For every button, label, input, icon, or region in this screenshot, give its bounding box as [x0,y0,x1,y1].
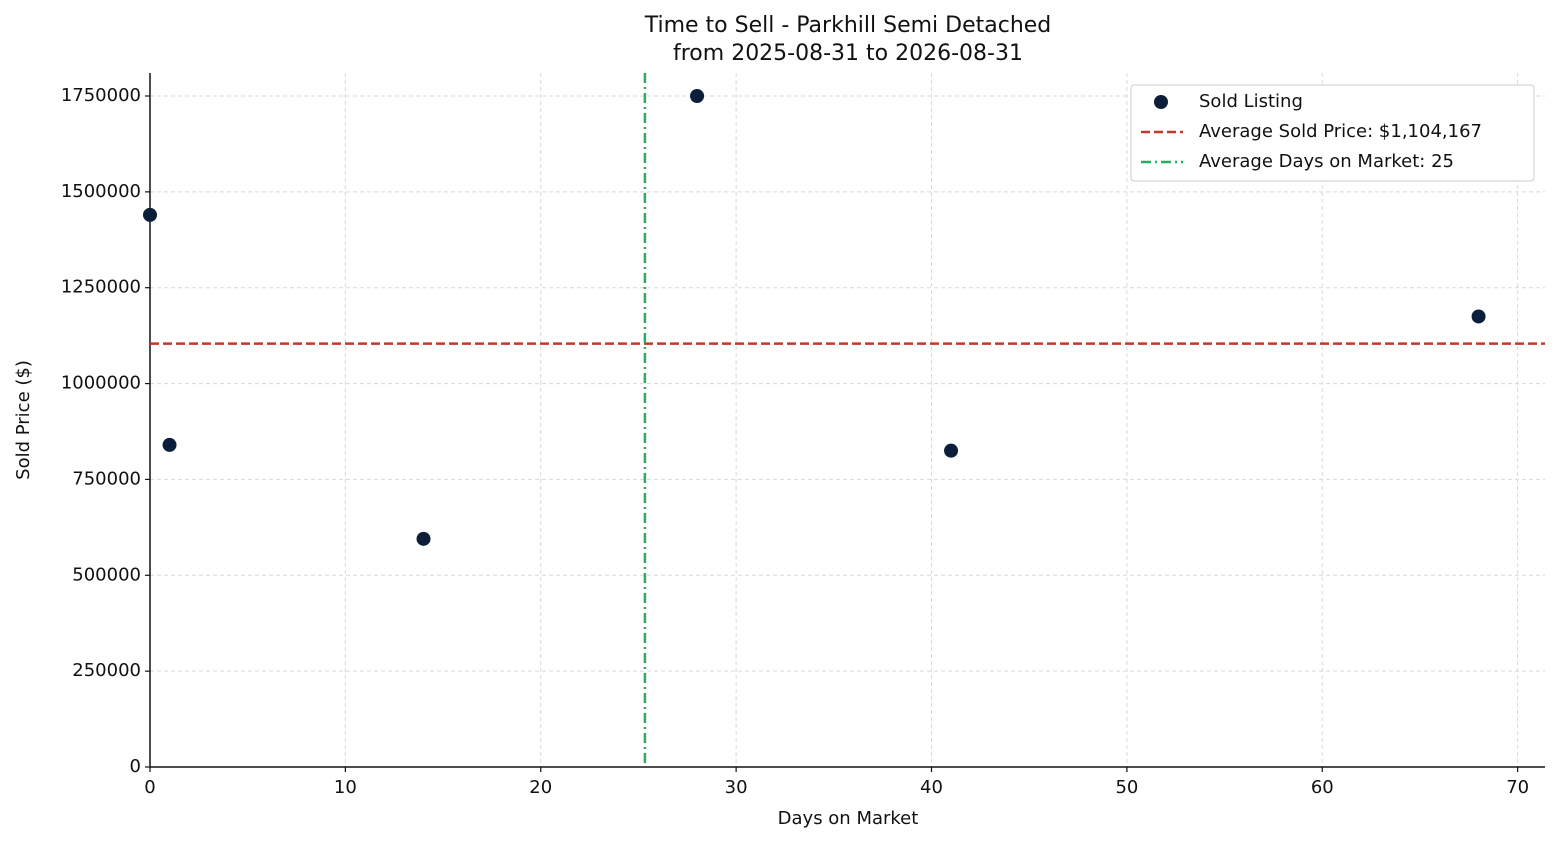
legend-label: Average Days on Market: 25 [1199,151,1454,172]
y-axis-label: Sold Price ($) [13,360,34,480]
y-tick-label: 1500000 [61,181,141,202]
x-tick-label: 30 [725,777,748,798]
chart-subtitle: from 2025-08-31 to 2026-08-31 [673,41,1023,66]
chart-title: Time to Sell - Parkhill Semi Detached [644,13,1052,38]
x-tick-label: 70 [1506,777,1529,798]
legend-marker [1154,95,1168,109]
x-tick-label: 40 [920,777,943,798]
y-tick-label: 1000000 [61,373,141,394]
legend-label: Sold Listing [1199,91,1303,112]
x-tick-label: 60 [1311,777,1334,798]
y-tick-label: 750000 [72,468,141,489]
y-tick-label: 1750000 [61,85,141,106]
x-tick-label: 20 [529,777,552,798]
x-tick-label: 0 [144,777,155,798]
legend: Sold Listing Average Sold Price: $1,104,1… [1130,84,1535,182]
x-tick-label: 50 [1115,777,1138,798]
x-tick-label: 10 [334,777,357,798]
legend-box [1130,84,1535,182]
data-point [162,437,177,452]
y-tick-label: 1250000 [61,277,141,298]
data-point [416,531,431,546]
data-point [690,89,705,104]
data-point [143,207,157,222]
y-tick-label: 0 [130,756,141,777]
legend-label: Average Sold Price: $1,104,167 [1199,121,1482,142]
y-tick-label: 500000 [72,564,141,585]
data-point [1471,309,1486,324]
x-axis-label: Days on Market [778,808,919,829]
data-point [944,443,959,458]
y-tick-label: 250000 [72,660,141,681]
